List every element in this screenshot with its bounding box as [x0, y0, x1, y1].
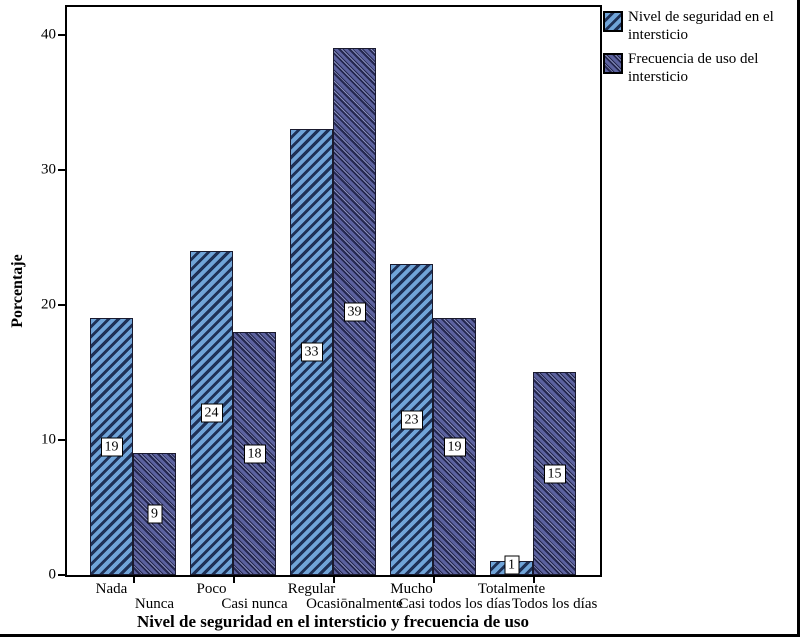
x-tick — [432, 577, 435, 583]
x-category-row1: Mucho — [390, 581, 433, 597]
legend-label-frecuencia: Frecuencia de uso del intersticio — [628, 51, 759, 85]
y-tick-label: 20 — [41, 296, 56, 313]
x-tick — [232, 577, 235, 583]
y-tick — [58, 574, 65, 576]
x-category-row2: Ocasiōnalmente — [306, 596, 403, 612]
x-tick — [132, 577, 135, 583]
legend-item-seguridad: Nivel de seguridad en el intersticio — [603, 8, 793, 44]
bar-value-label: 19 — [100, 437, 123, 456]
y-tick-label: 30 — [41, 161, 56, 178]
y-tick — [58, 304, 65, 306]
bar-value-label: 39 — [343, 302, 366, 321]
bar-value-label: 1 — [504, 555, 519, 575]
x-category-row1: Poco — [196, 581, 227, 597]
y-tick-label: 0 — [48, 566, 57, 583]
x-category-row1: Nada — [95, 581, 128, 597]
x-category-row2: Todos los días — [511, 596, 598, 612]
y-tick — [58, 169, 65, 171]
x-tick — [532, 577, 535, 583]
bar-value-label: 9 — [147, 504, 162, 524]
bar-value-label: 18 — [243, 444, 266, 463]
legend-swatch-frecuencia — [603, 53, 623, 74]
y-tick — [58, 439, 65, 441]
legend-item-frecuencia: Frecuencia de uso del intersticio — [603, 50, 793, 86]
bar-value-label: 24 — [200, 403, 223, 423]
x-category-row2: Casi todos los días — [398, 596, 511, 612]
bar-value-label: 33 — [300, 342, 323, 362]
legend-swatch-seguridad — [603, 11, 623, 32]
x-tick — [332, 577, 335, 583]
bar-value-label: 19 — [443, 437, 466, 456]
y-tick-label: 40 — [41, 26, 56, 43]
y-tick-label: 10 — [41, 431, 56, 448]
x-category-row2: Nunca — [134, 596, 175, 612]
y-tick — [58, 34, 65, 36]
x-category-row1: Regular — [287, 581, 336, 597]
legend: Nivel de seguridad en el intersticio Fre… — [603, 8, 793, 92]
x-category-row1: Totalmente — [477, 581, 546, 597]
bar-value-label: 15 — [543, 464, 566, 483]
y-axis-title: Porcentaje — [9, 254, 26, 328]
legend-label-seguridad: Nivel de seguridad en el intersticio — [628, 9, 774, 43]
x-category-row2: Casi nunca — [221, 596, 288, 612]
bar-value-label: 23 — [400, 410, 423, 429]
x-axis-title: Nivel de seguridad en el intersticio y f… — [136, 612, 530, 631]
